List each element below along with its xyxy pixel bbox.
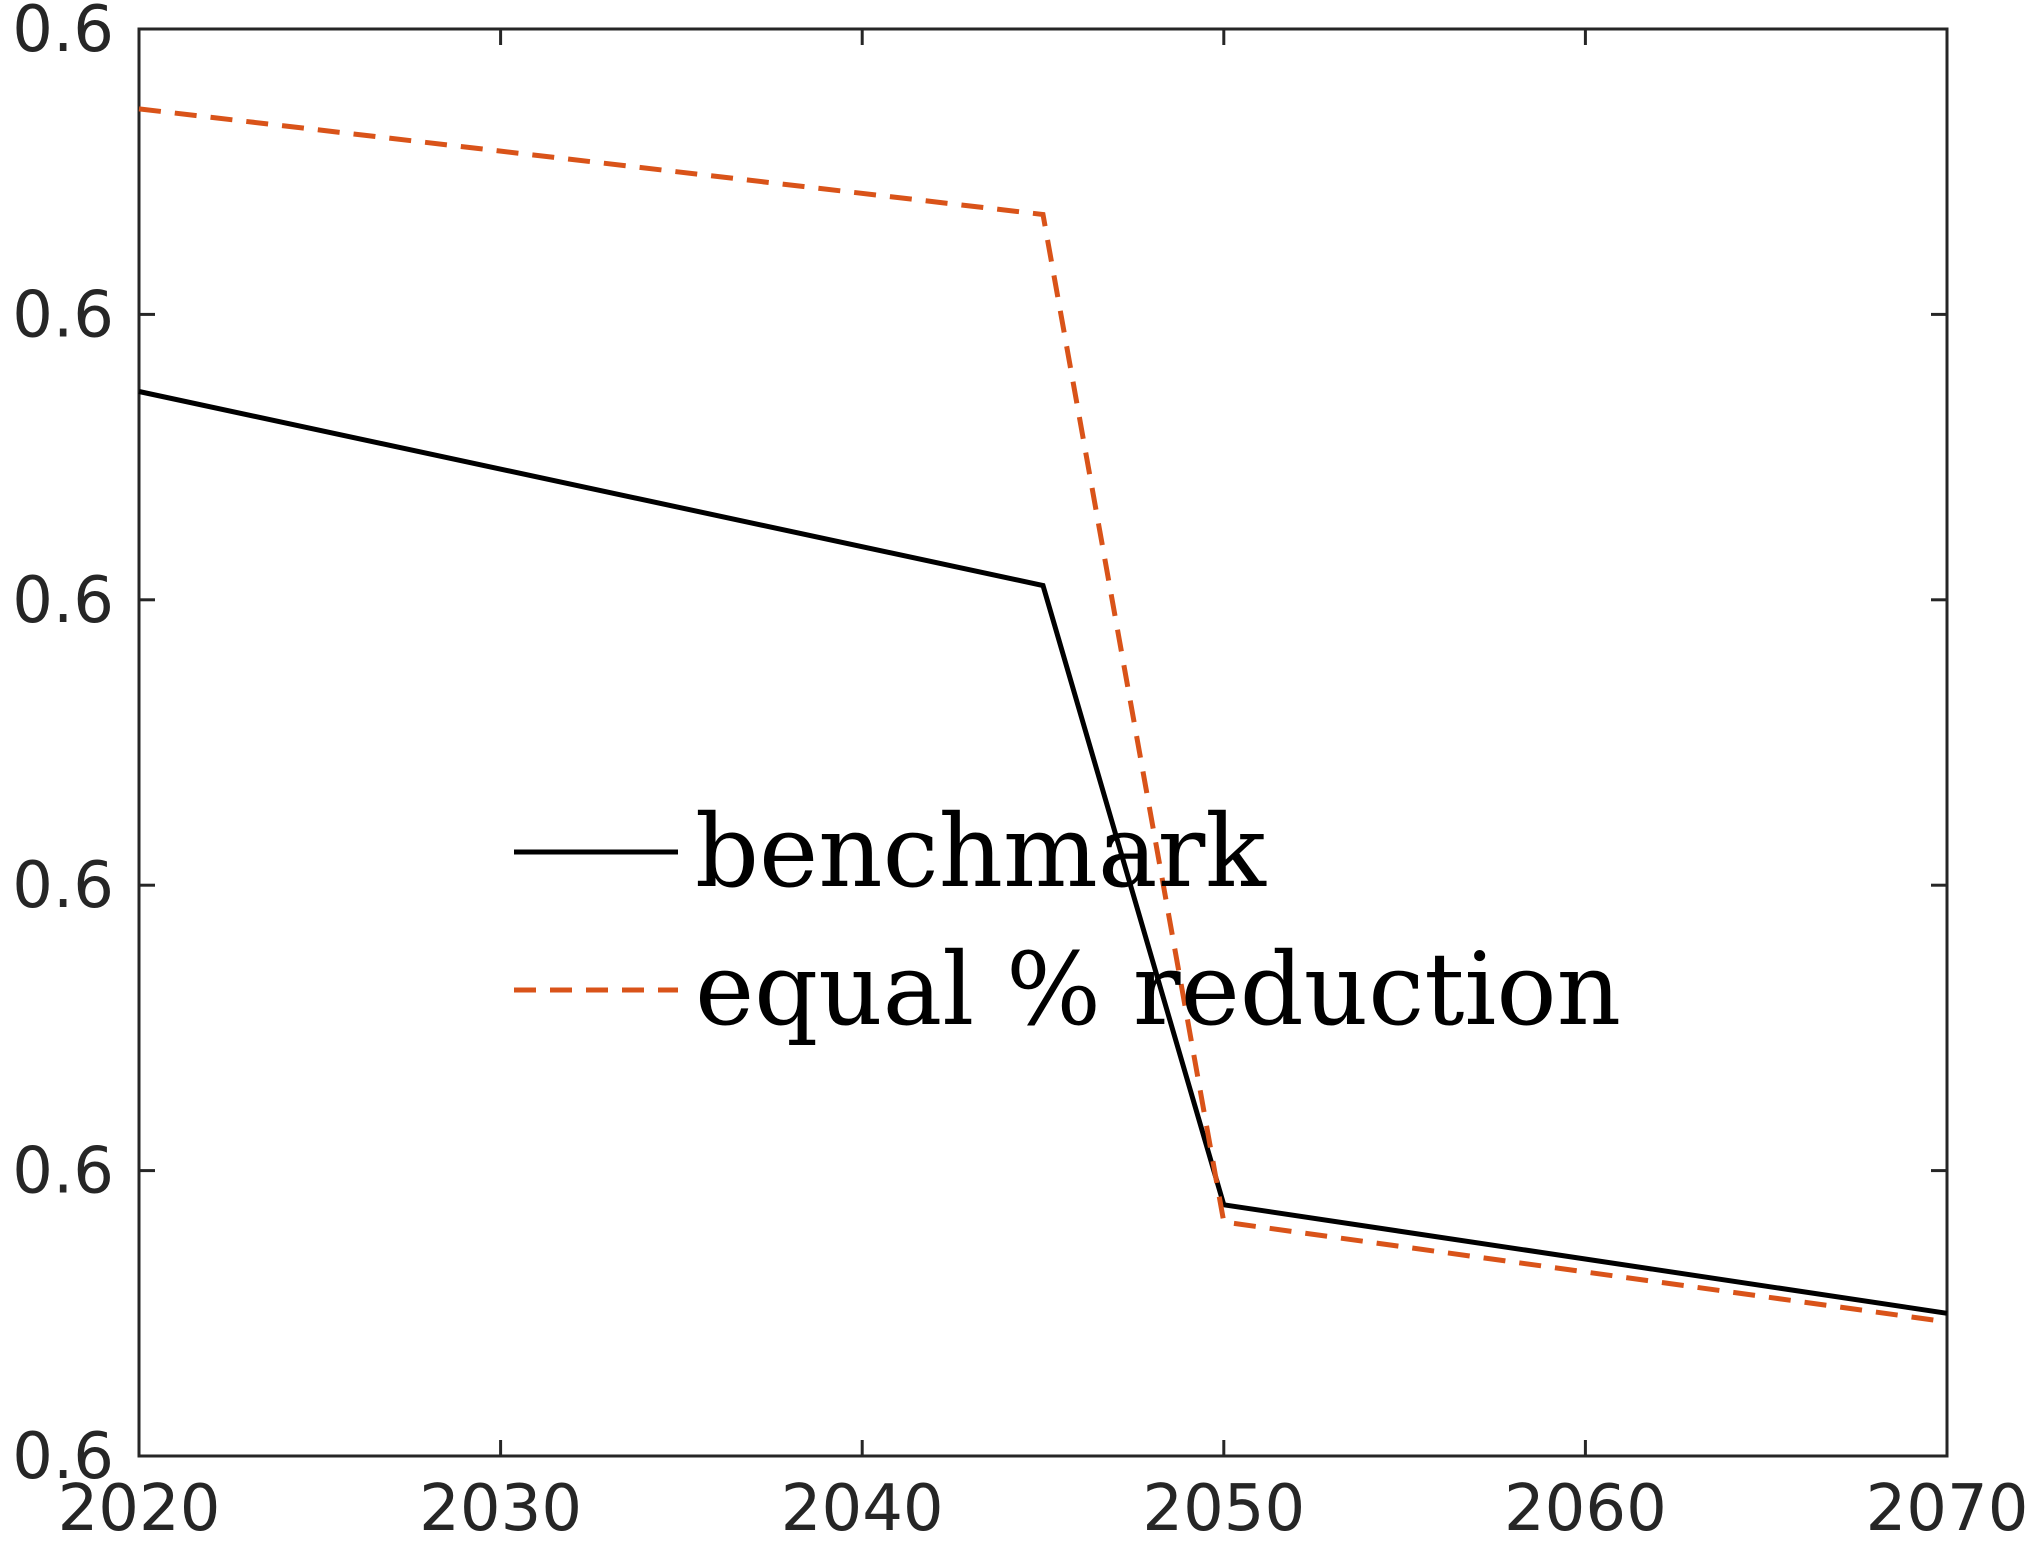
series-line-benchmark [138, 389, 1948, 1316]
axis-ticks [137, 27, 1949, 1458]
x-tick-label: 2070 [1866, 1472, 2029, 1546]
y-tick-label: 0.6 [12, 1135, 114, 1209]
axes-box [137, 27, 1949, 1458]
y-tick-label: 0.6 [12, 278, 114, 352]
y-tick-label: 0.6 [12, 0, 114, 67]
y-axis-tick-labels: 0.6 0.6 0.6 0.6 0.6 0.6 [12, 0, 114, 1494]
x-axis-tick-labels: 2020 2030 2040 2050 2060 2070 [58, 1472, 2029, 1546]
x-tick-label: 2040 [781, 1472, 944, 1546]
y-tick-label: 0.6 [12, 1420, 114, 1494]
series-line-equal-reduction [138, 106, 1948, 1325]
y-tick-label: 0.6 [12, 564, 114, 638]
x-tick-label: 2050 [1142, 1472, 1305, 1546]
x-tick-label: 2030 [419, 1472, 582, 1546]
plot-area [137, 27, 1949, 1458]
legend: benchmark equal % reduction [514, 793, 1621, 1048]
series-lines [138, 106, 1948, 1325]
x-tick-label: 2020 [58, 1472, 221, 1546]
x-tick-label: 2060 [1504, 1472, 1667, 1546]
y-tick-label: 0.6 [12, 849, 114, 923]
legend-label: equal % reduction [695, 931, 1621, 1048]
legend-label: benchmark [695, 793, 1267, 910]
